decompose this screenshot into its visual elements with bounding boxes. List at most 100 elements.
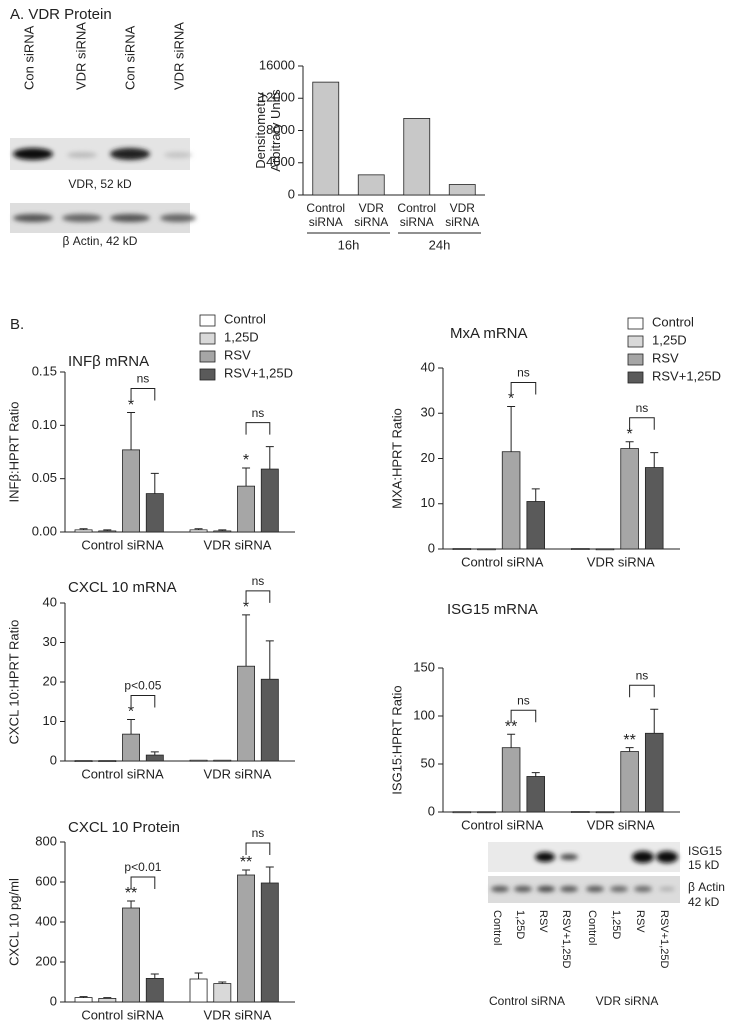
band [160,214,196,222]
lane-label: RSV+1,25D [560,910,572,968]
legend-swatch [627,317,644,330]
x-tick-label: Control siRNA [81,1007,164,1022]
y-tick-label: 0.00 [32,523,57,538]
significance-star: * [128,704,134,721]
error-bar [650,708,659,734]
y-tick-label: 40 [43,594,57,609]
bar [526,501,546,550]
y-tick-label: 150 [413,659,435,674]
y-tick-label: 0.10 [32,417,57,432]
y-tick-label: 20 [421,450,435,465]
legend-label: RSV [224,347,251,362]
y-tick-label: 100 [413,707,435,722]
bar [620,448,639,550]
bar [357,174,385,196]
legend-swatch [199,368,216,381]
band [656,851,678,863]
lane-label: RSV+1,25D [658,910,670,968]
blot-a [10,138,196,233]
bar [122,449,141,533]
error-bar [531,488,540,502]
lane-label: RSV [634,910,646,933]
x-tick-label: VDR siRNA [445,201,479,229]
lane-label: VDR siRNA [73,22,88,90]
bar [145,493,164,533]
bar [644,732,664,813]
bracket [130,695,156,708]
significance-star: ** [240,854,252,871]
legend-label: 1,25D [224,329,259,344]
error-bar [79,528,88,530]
band [110,148,150,160]
legend-swatch [627,335,644,348]
bar [448,184,476,196]
bar [74,760,93,763]
legend-label: RSV+1,25D [652,368,721,383]
bar [189,978,208,1003]
band [634,886,652,892]
bracket-label: ns [252,826,265,840]
band-label: β Actin [688,880,725,894]
y-tick-label: 200 [35,953,57,968]
bar [620,751,639,813]
significance-star: * [243,599,249,616]
band [110,214,150,222]
bar [501,747,521,813]
bracket [510,381,537,395]
bar [595,548,615,551]
error-bar [625,747,634,752]
bar [145,978,164,1003]
bar [526,776,546,813]
band [164,152,192,158]
bar [74,997,93,1003]
band-label: VDR, 52 kD [68,177,132,191]
significance-star: * [508,391,514,408]
legend-label: Control [652,314,694,329]
band [62,214,102,222]
bar [213,759,232,762]
band-label: ISG15 [688,844,722,858]
lane-label: Con siRNA [122,25,137,90]
lane-label: VDR siRNA [171,22,186,90]
significance-star: ** [623,732,635,749]
bar [237,485,256,533]
lane-label: 1,25D [514,910,526,939]
legend-swatch [199,314,216,327]
legend-swatch [627,353,644,366]
bar [98,760,117,763]
error-bar [218,529,227,531]
band [560,886,578,892]
legend-swatch [627,371,644,384]
bar [571,811,590,813]
error-bar [103,997,112,999]
error-bar [194,528,203,530]
y-tick-label: 20 [43,673,57,688]
y-axis-label: ISG15:HPRT Ratio [389,685,404,794]
lane-label: Control [586,910,598,945]
bar [260,678,279,762]
y-axis-label: MXA:HPRT Ratio [389,408,404,509]
lane-label: Control [491,910,503,945]
error-bar [625,441,634,449]
bar [213,983,232,1003]
error-bar [150,973,159,979]
lane-label: 1,25D [610,910,622,939]
y-tick-label: 40 [421,359,435,374]
y-tick-label: 400 [35,913,57,928]
chart-title: INFβ mRNA [68,353,149,370]
band [537,886,555,892]
y-axis-label: DensitometryArbitrary Units [253,89,283,172]
band [632,851,654,863]
bracket-label: ns [137,372,150,386]
bar [477,548,496,551]
bracket-label: p<0.05 [124,679,161,693]
y-axis-label: CXCL 10 pg/ml [6,878,21,966]
band-label: β Actin, 42 kD [63,234,138,248]
bar [145,754,164,762]
y-tick-label: 4000 [266,154,295,169]
error-bar [79,996,88,998]
group-label: VDR siRNA [596,994,659,1008]
x-tick-label: VDR siRNA [354,201,388,229]
error-bar [650,452,659,468]
bar [98,530,117,533]
